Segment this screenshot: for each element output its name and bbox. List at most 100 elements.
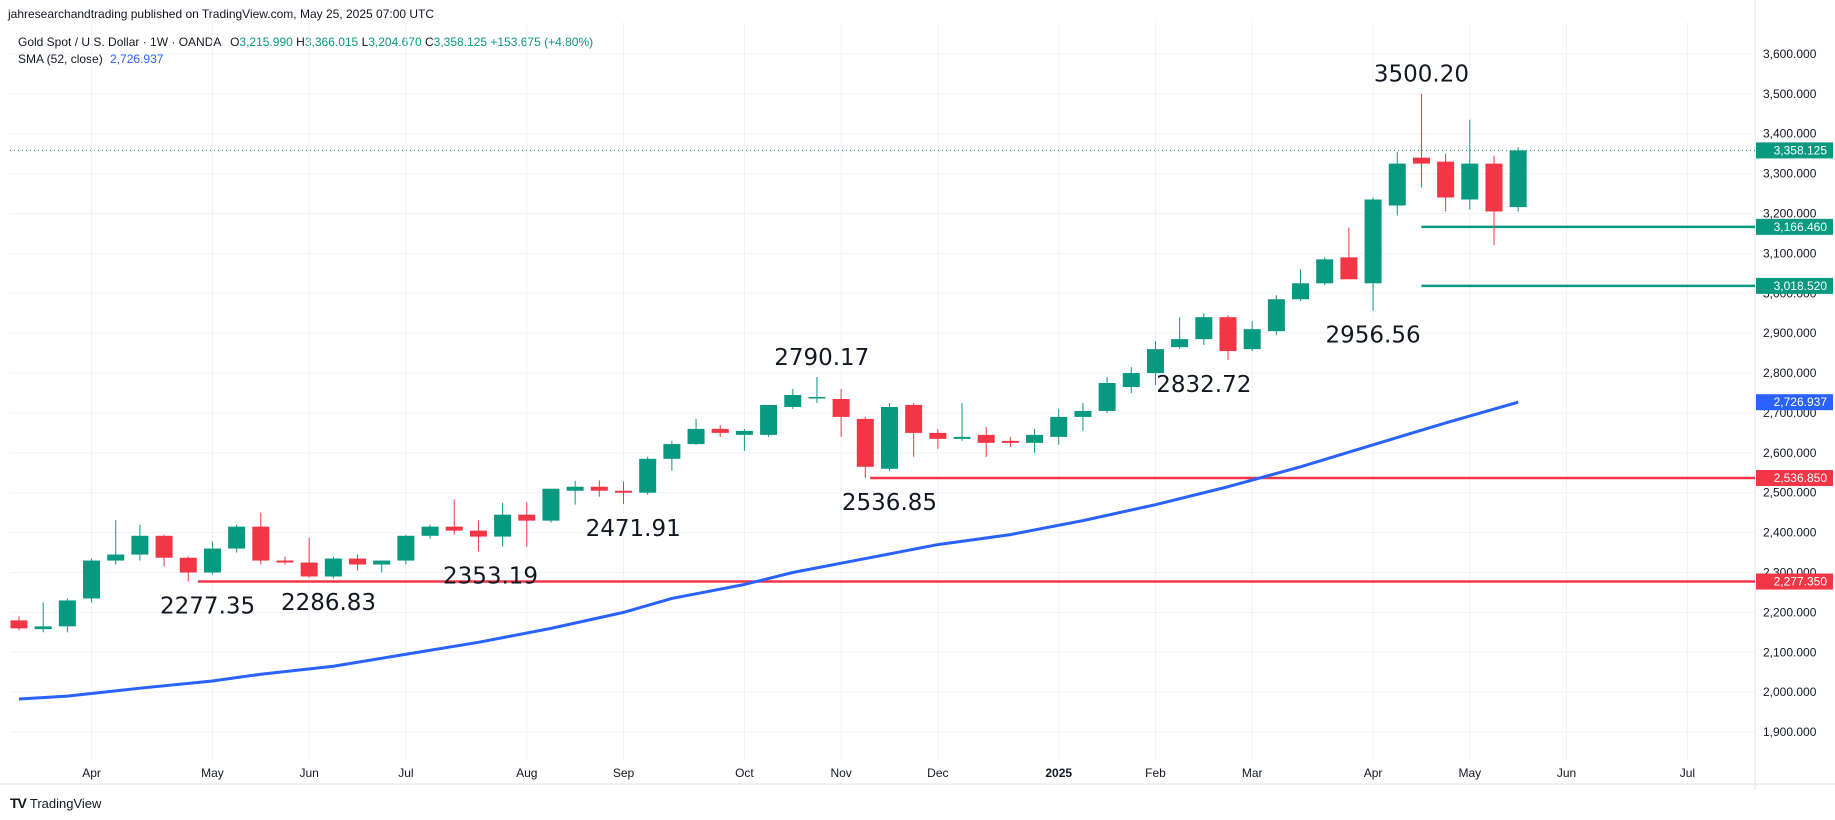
candle (1292, 269, 1310, 302)
candle-body (1098, 383, 1116, 411)
candle (1050, 408, 1068, 445)
sma-legend-row[interactable]: SMA (52, close) 2,726.937 (18, 51, 593, 68)
candle-body (1001, 440, 1019, 443)
y-tick-label: 2,400.000 (1763, 526, 1817, 540)
candle-body (1316, 259, 1334, 284)
y-tick-label: 1,900.000 (1763, 725, 1817, 739)
candle-body (1219, 317, 1237, 352)
footer-brand[interactable]: TV TradingView (10, 795, 101, 811)
x-tick-label: May (201, 766, 224, 780)
candle-body (324, 558, 342, 577)
price-annotation: 2277.35 (160, 594, 255, 620)
candle (1171, 317, 1189, 350)
last-price-tag: 3,358.125 (1774, 143, 1828, 157)
candle (1074, 402, 1092, 431)
candle-body (1388, 163, 1406, 206)
level-price-tag-bg (1756, 470, 1833, 487)
candle-body (953, 436, 971, 439)
candle (1388, 151, 1406, 216)
x-tick-label: Jul (398, 766, 413, 780)
candle-body (131, 535, 149, 555)
candle-body (1292, 283, 1310, 300)
candle (1243, 321, 1261, 352)
candle (1364, 197, 1382, 311)
level-price-tag: 3,166.460 (1774, 220, 1828, 234)
candle-body (856, 418, 874, 467)
candle-body (977, 434, 995, 443)
price-chart[interactable]: 1,900.0002,000.0002,100.0002,200.0002,30… (0, 0, 1835, 790)
candle (397, 534, 415, 565)
candle (663, 440, 681, 471)
candle (735, 428, 753, 451)
candle-body (107, 554, 125, 561)
candle-body (1195, 317, 1213, 340)
price-annotation: 2353.19 (443, 563, 538, 589)
candle (566, 480, 584, 505)
candle (131, 524, 149, 561)
level-price-tag: 2,536.850 (1774, 471, 1828, 485)
candle-body (58, 600, 76, 627)
x-tick-label: May (1458, 766, 1481, 780)
x-tick-label: Jul (1680, 766, 1695, 780)
price-annotation: 3500.20 (1374, 62, 1469, 88)
candle (1122, 367, 1140, 393)
candle (1316, 257, 1334, 286)
candle-body (155, 535, 173, 558)
level-price-tag-bg (1756, 573, 1833, 590)
candle-body (83, 560, 101, 599)
candle (349, 554, 367, 571)
candle (276, 556, 294, 565)
candle (469, 520, 487, 552)
candle-body (1243, 329, 1261, 350)
publisher-line: jahresearchandtrading published on Tradi… (8, 7, 435, 21)
low-value: 3,204.670 (368, 35, 422, 49)
x-tick-label: Sep (613, 766, 635, 780)
candle-body (1146, 349, 1164, 374)
y-tick-label: 3,500.000 (1763, 87, 1817, 101)
candle-body (518, 514, 536, 521)
candle (590, 480, 608, 497)
candle-body (687, 428, 705, 445)
candle-body (1050, 416, 1068, 437)
x-tick-label: Apr (82, 766, 101, 780)
candle-body (880, 406, 898, 469)
level-price-tag-bg (1756, 277, 1833, 294)
candle-body (1509, 150, 1527, 208)
candle (880, 402, 898, 471)
symbol-title: Gold Spot / U.S. Dollar · 1W · OANDA (18, 35, 221, 49)
candle (1001, 436, 1019, 447)
candle (542, 488, 560, 523)
candle (252, 512, 270, 565)
candle-body (276, 560, 294, 563)
candle-body (1026, 434, 1044, 443)
candle-body (300, 562, 318, 577)
candle (639, 456, 657, 495)
candle (1195, 313, 1213, 346)
candle (1026, 428, 1044, 453)
candle (929, 428, 947, 449)
low-label: L (361, 35, 369, 49)
candle (856, 416, 874, 479)
candle-body (711, 428, 729, 433)
candle-body (1171, 339, 1189, 348)
tradingview-logo-icon: TV (10, 795, 27, 811)
level-price-tag: 2,277.350 (1774, 575, 1828, 589)
candle-body (1412, 157, 1430, 164)
candle-body (735, 430, 753, 435)
candle (1437, 153, 1455, 212)
y-tick-label: 3,300.000 (1763, 167, 1817, 181)
y-tick-label: 2,500.000 (1763, 486, 1817, 500)
candle (58, 598, 76, 633)
candle (832, 389, 850, 437)
sma-price-tag: 2,726.937 (1774, 395, 1828, 409)
candle (203, 541, 221, 575)
candle-body (639, 458, 657, 493)
candle (1146, 341, 1164, 386)
candle (1219, 315, 1237, 360)
candle (977, 426, 995, 457)
y-tick-label: 2,800.000 (1763, 366, 1817, 380)
symbol-legend-row[interactable]: Gold Spot / U.S. Dollar · 1W · OANDA O3,… (18, 34, 593, 51)
x-tick-label: Dec (927, 766, 948, 780)
candle-body (615, 490, 632, 493)
candle-body (1485, 163, 1503, 212)
